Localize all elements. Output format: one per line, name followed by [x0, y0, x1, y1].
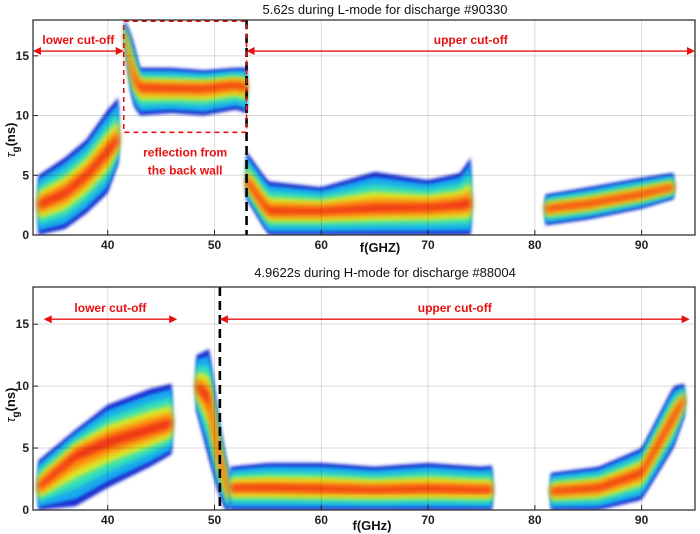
y-tick-label-5-bottom: 5: [22, 441, 29, 455]
x-axis-label-top: f(GHZ): [360, 240, 400, 255]
y-tick-label-5-top: 5: [22, 168, 29, 182]
reflection-label-line1: reflection from: [143, 145, 227, 159]
y-tick-label-10-top: 10: [16, 109, 30, 123]
x-tick-label-80-top: 80: [528, 238, 542, 252]
y-axis-unit-top: (ns): [3, 123, 18, 147]
chart-title-bottom: 4.9622s during H-mode for discharge #880…: [254, 265, 516, 280]
x-tick-label-50-top: 50: [208, 238, 222, 252]
heat-band-top-3: [246, 151, 471, 235]
lower-cutoff-arrow-bottom: [43, 315, 178, 324]
y-tick-label-15-bottom: 15: [16, 317, 30, 331]
heat-band-top-2: [124, 20, 247, 116]
y-tick-label-0-bottom: 0: [22, 503, 29, 517]
x-tick-label-40-top: 40: [101, 238, 115, 252]
x-tick-label-40-bottom: 40: [101, 513, 115, 527]
upper-cutoff-label-top: upper cut-off: [434, 33, 509, 47]
lower-cutoff-label-top: lower cut-off: [42, 33, 115, 47]
y-axis-label-bottom: τg(ns): [3, 388, 22, 423]
chart-title-top: 5.62s during L-mode for discharge #90330: [263, 2, 508, 17]
upper-cutoff-label-bottom: upper cut-off: [418, 301, 493, 315]
y-axis-label-top: τg(ns): [3, 123, 22, 158]
plot-frame-bottom: [32, 286, 696, 511]
y-tick-label-10-bottom: 10: [16, 379, 30, 393]
chart-panel-bottom: 4.9622s during H-mode for discharge #880…: [3, 265, 696, 533]
chart-panel-top: 5.62s during L-mode for discharge #90330…: [3, 2, 696, 255]
y-axis-subscript-bottom: g: [11, 411, 22, 417]
heat-band-bottom-2: [196, 348, 231, 510]
reflection-label-line2: the back wall: [148, 163, 223, 177]
y-tick-label-15-top: 15: [16, 49, 30, 63]
plot-frame-top: [32, 19, 696, 236]
heat-band-top-4: [545, 172, 674, 226]
heat-band-bottom-4: [550, 383, 685, 510]
x-tick-label-50-bottom: 50: [208, 513, 222, 527]
x-tick-label-90-top: 90: [635, 238, 649, 252]
lower-cutoff-arrow-top: [33, 47, 124, 56]
y-axis-symbol-top: τ: [3, 151, 18, 157]
heat-band-bottom-3: [230, 462, 493, 510]
y-tick-label-0-top: 0: [22, 228, 29, 242]
upper-cutoff-arrow-top: [246, 47, 695, 56]
x-tick-label-70-bottom: 70: [421, 513, 435, 527]
y-axis-symbol-bottom: τ: [3, 416, 18, 422]
y-axis-unit-bottom: (ns): [3, 388, 18, 412]
x-tick-label-80-bottom: 80: [528, 513, 542, 527]
y-axis-subscript-top: g: [11, 146, 22, 152]
x-tick-label-70-top: 70: [421, 238, 435, 252]
heat-band-bottom-1: [38, 383, 172, 510]
x-tick-label-90-bottom: 90: [635, 513, 649, 527]
x-tick-label-60-bottom: 60: [315, 513, 329, 527]
lower-cutoff-label-bottom: lower cut-off: [74, 301, 147, 315]
x-axis-label-bottom: f(GHz): [353, 518, 392, 533]
x-tick-label-60-top: 60: [315, 238, 329, 252]
heat-band-top-1: [38, 97, 119, 235]
upper-cutoff-arrow-bottom: [219, 315, 690, 324]
